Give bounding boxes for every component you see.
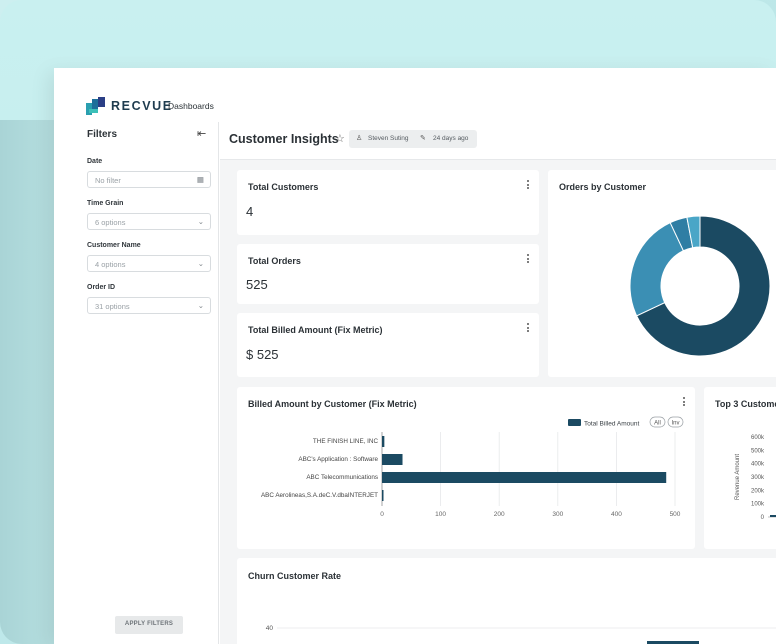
donut-slice xyxy=(630,223,683,316)
apply-filters-button[interactable]: APPLY FILTERS xyxy=(115,616,183,634)
legend-button-label: All xyxy=(654,421,661,427)
y-tick-label: 300k xyxy=(751,475,765,481)
modified-time: 24 days ago xyxy=(433,135,468,142)
collapse-left-icon[interactable]: ⇤ xyxy=(197,127,206,140)
filter-label-order-id: Order ID xyxy=(87,284,115,291)
y-category-label: ABC Telecommunications xyxy=(306,474,378,481)
y-category-label: ABC Aerolineas,S.A.deC.V.dbaINTERJET xyxy=(261,492,378,499)
date-filter-input[interactable]: No filter ▦ xyxy=(87,171,211,188)
y-tick-label: 100k xyxy=(751,502,765,508)
x-tick-label: 400 xyxy=(611,511,622,518)
legend-label: Total Billed Amount xyxy=(584,421,639,428)
time-grain-select[interactable]: 6 options ⌄ xyxy=(87,213,211,230)
filters-sidebar: Filters ⇤ Date No filter ▦ Time Grain 6 … xyxy=(54,122,219,644)
top-3-customers-card: Top 3 Custome 600k 500k 400k 300k 200k 100k 0 R… xyxy=(704,387,776,549)
more-options-icon[interactable] xyxy=(527,180,530,191)
kpi-title: Total Orders xyxy=(248,256,301,266)
y-tick-label: 0 xyxy=(761,515,765,521)
chevron-down-icon: ⌄ xyxy=(198,301,204,310)
kpi-card-total-billed: Total Billed Amount (Fix Metric) $ 525 xyxy=(237,313,539,377)
y-axis-label: Revenue Amount xyxy=(735,454,741,500)
owner-meta-chip: ♙ Steven Suting ✎ 24 days ago xyxy=(349,130,477,148)
bar xyxy=(382,472,666,483)
y-tick-label: 40 xyxy=(266,625,274,632)
more-options-icon[interactable] xyxy=(527,323,530,334)
legend-swatch xyxy=(568,419,581,426)
date-filter-value: No filter xyxy=(95,176,121,185)
top-3-bar-chart: 600k 500k 400k 300k 200k 100k 0 Revenue Amount xyxy=(704,387,776,549)
filter-label-date: Date xyxy=(87,158,102,165)
customer-name-select[interactable]: 4 options ⌄ xyxy=(87,255,211,272)
dashboard-main: Customer Insights ☆ ♙ Steven Suting ✎ 24… xyxy=(220,122,776,644)
x-tick-label: 200 xyxy=(494,511,505,518)
y-category-label: ABC's Application : Software xyxy=(298,456,378,463)
nav-dashboards[interactable]: Dashboards xyxy=(168,101,214,111)
order-id-value: 31 options xyxy=(95,302,130,311)
filter-label-customer-name: Customer Name xyxy=(87,242,141,249)
order-id-select[interactable]: 31 options ⌄ xyxy=(87,297,211,314)
y-category-label: THE FINISH LINE, INC xyxy=(313,438,379,445)
kpi-card-total-customers: Total Customers 4 xyxy=(237,170,539,235)
kpi-title: Total Customers xyxy=(248,182,318,192)
top-bar: RECVUE Dashboards xyxy=(54,68,776,122)
legend-button-label: Inv xyxy=(671,421,679,427)
bar xyxy=(382,490,384,501)
y-tick-label: 600k xyxy=(751,435,765,441)
churn-bar-chart: 4030 xyxy=(237,558,776,644)
bar xyxy=(382,436,384,447)
edit-pencil-icon: ✎ xyxy=(420,134,426,142)
logo[interactable]: RECVUE xyxy=(86,97,173,115)
billed-amount-card: Billed Amount by Customer (Fix Metric) T… xyxy=(237,387,695,549)
page-title: Customer Insights xyxy=(229,132,339,146)
x-tick-label: 0 xyxy=(380,511,384,518)
dashboard-header: Customer Insights ☆ ♙ Steven Suting ✎ 24… xyxy=(220,122,776,160)
logo-text: RECVUE xyxy=(111,99,173,113)
more-options-icon[interactable] xyxy=(527,254,530,265)
x-tick-label: 500 xyxy=(670,511,681,518)
x-tick-label: 300 xyxy=(552,511,563,518)
kpi-value: $ 525 xyxy=(246,347,279,362)
app-window: RECVUE Dashboards Filters ⇤ Date No filt… xyxy=(54,68,776,644)
filter-label-time-grain: Time Grain xyxy=(87,200,123,207)
donut-chart xyxy=(548,170,776,377)
x-tick-label: 100 xyxy=(435,511,446,518)
kpi-card-total-orders: Total Orders 525 xyxy=(237,244,539,304)
filters-title: Filters xyxy=(87,129,117,140)
time-grain-value: 6 options xyxy=(95,218,125,227)
favorite-star-icon[interactable]: ☆ xyxy=(335,132,345,145)
calendar-icon: ▦ xyxy=(197,175,204,184)
chevron-down-icon: ⌄ xyxy=(198,259,204,268)
recvue-logo-icon xyxy=(86,97,106,115)
y-tick-label: 200k xyxy=(751,488,765,494)
churn-customer-rate-card: Churn Customer Rate 4030 xyxy=(237,558,776,644)
y-tick-label: 500k xyxy=(751,448,765,454)
user-icon: ♙ xyxy=(356,134,362,142)
kpi-value: 4 xyxy=(246,204,253,219)
y-tick-label: 400k xyxy=(751,462,765,468)
bar xyxy=(770,515,776,517)
customer-name-value: 4 options xyxy=(95,260,125,269)
billed-amount-bar-chart: Total Billed Amount All Inv 0 100 200 300 400 50… xyxy=(237,387,695,549)
kpi-title: Total Billed Amount (Fix Metric) xyxy=(248,325,383,335)
chevron-down-icon: ⌄ xyxy=(198,217,204,226)
owner-name[interactable]: Steven Suting xyxy=(368,135,408,142)
bar xyxy=(382,454,403,465)
kpi-value: 525 xyxy=(246,277,268,292)
orders-by-customer-card: Orders by Customer xyxy=(548,170,776,377)
